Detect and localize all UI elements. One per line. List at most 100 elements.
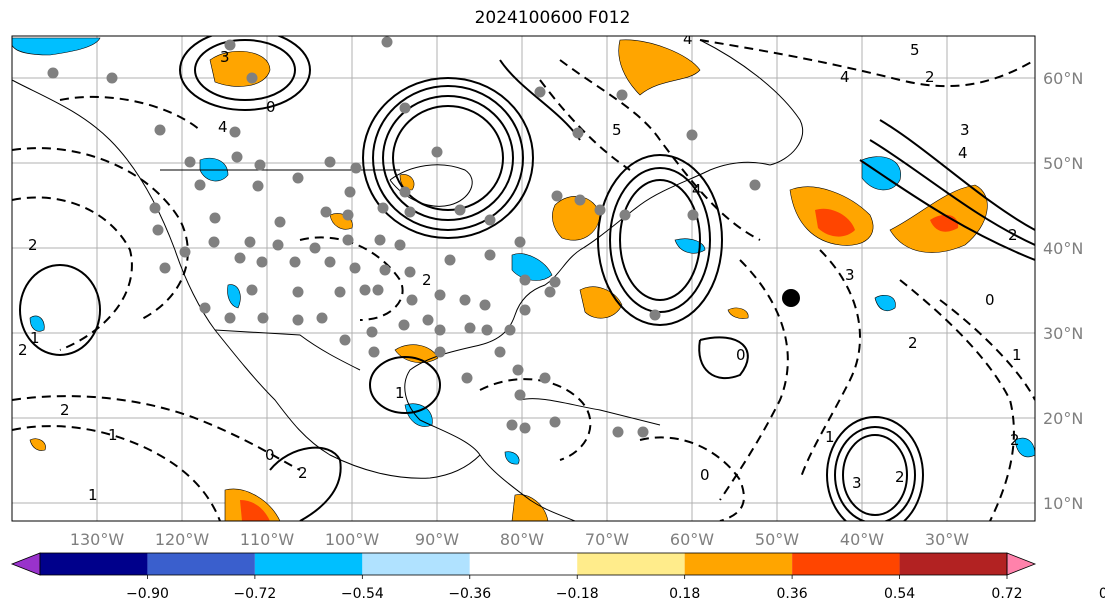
contour-label: 2 bbox=[1010, 431, 1020, 449]
station-marker bbox=[514, 389, 526, 401]
greenland-coast bbox=[699, 39, 804, 166]
shade-red-region bbox=[815, 208, 855, 237]
station-marker bbox=[272, 239, 284, 251]
contour-line bbox=[269, 446, 342, 521]
station-marker bbox=[749, 179, 761, 191]
longitude-label: 70°W bbox=[585, 530, 629, 549]
station-marker bbox=[199, 302, 211, 314]
longitude-label: 40°W bbox=[840, 530, 884, 549]
station-marker bbox=[519, 304, 531, 316]
station-marker bbox=[149, 202, 161, 214]
contours bbox=[12, 36, 1035, 521]
contour-label: 1 bbox=[30, 329, 40, 347]
contour-label: 2 bbox=[60, 401, 70, 419]
contour-line bbox=[859, 159, 1035, 261]
station-marker bbox=[399, 186, 411, 198]
station-marker bbox=[484, 214, 496, 226]
station-marker bbox=[342, 234, 354, 246]
station-marker bbox=[574, 194, 586, 206]
station-marker bbox=[549, 416, 561, 428]
longitude-label: 30°W bbox=[925, 530, 969, 549]
contour-label: 2 bbox=[895, 468, 905, 486]
contour-ring bbox=[609, 167, 711, 313]
station-marker bbox=[381, 36, 393, 48]
colorbar-extend-high bbox=[1006, 552, 1037, 576]
positive-contours bbox=[19, 36, 1035, 521]
station-marker bbox=[431, 146, 443, 158]
station-marker bbox=[519, 422, 531, 434]
contour-line bbox=[12, 196, 133, 351]
contour-label: 1 bbox=[395, 384, 405, 402]
shade-blue-region bbox=[227, 284, 241, 309]
station-marker bbox=[342, 209, 354, 221]
contour-ring bbox=[372, 85, 524, 231]
contour-ring bbox=[362, 77, 534, 239]
contour-label: 1 bbox=[1012, 346, 1022, 364]
colorbar-segment bbox=[362, 553, 470, 575]
longitude-label: 80°W bbox=[500, 530, 544, 549]
station-marker bbox=[459, 294, 471, 306]
contour-label: 0 bbox=[736, 346, 746, 364]
station-marker bbox=[344, 186, 356, 198]
station-marker bbox=[461, 372, 473, 384]
shade-blue-region bbox=[874, 295, 896, 311]
contour-label: 5 bbox=[612, 121, 622, 139]
station-marker bbox=[154, 124, 166, 136]
contour-ring bbox=[842, 434, 908, 516]
shade-orange-region bbox=[511, 494, 549, 521]
shade-orange-region bbox=[727, 307, 749, 319]
contour-line bbox=[939, 299, 1035, 401]
station-marker bbox=[292, 172, 304, 184]
shade-blue-region bbox=[29, 315, 45, 332]
contour-labels: 3 4 0 1 2 4 5 3 4 5 4 2 0 3 2 0 1 1 2 3 … bbox=[18, 36, 1022, 504]
station-marker bbox=[484, 249, 496, 261]
station-marker bbox=[184, 156, 196, 168]
contour-line bbox=[879, 119, 1035, 231]
contour-line bbox=[698, 336, 749, 380]
caribbean-islands bbox=[519, 398, 661, 426]
station-marker bbox=[292, 314, 304, 326]
station-marker bbox=[512, 364, 524, 376]
coastlines bbox=[12, 39, 804, 521]
station-marker bbox=[368, 346, 380, 358]
station-marker bbox=[404, 266, 416, 278]
station-marker bbox=[612, 426, 624, 438]
station-marker bbox=[514, 236, 526, 248]
station-marker bbox=[224, 312, 236, 324]
contour-ring bbox=[369, 356, 441, 414]
station-marker bbox=[374, 234, 386, 246]
shade-blue-region bbox=[12, 37, 101, 56]
longitude-label: 60°W bbox=[670, 530, 714, 549]
shade-orange-region bbox=[209, 50, 271, 87]
station-marker bbox=[379, 264, 391, 276]
station-marker bbox=[324, 156, 336, 168]
station-marker bbox=[320, 206, 332, 218]
longitude-labels: 130°W 120°W 110°W 100°W 90°W 80°W 70°W 60°W 50°W… bbox=[70, 530, 969, 549]
latitude-label: 60°N bbox=[1043, 69, 1083, 88]
station-marker bbox=[194, 179, 206, 191]
contour-label: 4 bbox=[218, 118, 228, 136]
contour-label: 1 bbox=[88, 486, 98, 504]
station-marker bbox=[434, 346, 446, 358]
station-marker bbox=[274, 216, 286, 228]
station-marker bbox=[339, 334, 351, 346]
contour-line bbox=[559, 59, 761, 241]
station-marker bbox=[549, 276, 561, 288]
contour-label: 1 bbox=[825, 428, 835, 446]
longitude-label: 110°W bbox=[240, 530, 295, 549]
station-marker bbox=[47, 67, 59, 79]
station-marker bbox=[350, 162, 362, 174]
contour-line bbox=[479, 378, 592, 461]
colorbar-tick-labels: −0.90 −0.72 −0.54 −0.36 −0.18 0.18 0.36 0.54 0.7… bbox=[126, 575, 1105, 602]
station-marker bbox=[372, 284, 384, 296]
colorbar-segment bbox=[792, 553, 900, 575]
contour-label: 0 bbox=[266, 98, 276, 116]
contour-line bbox=[12, 425, 221, 521]
contour-label: 2 bbox=[908, 334, 918, 352]
colorbar-extend-low bbox=[10, 552, 41, 576]
contour-label: 3 bbox=[845, 266, 855, 284]
colorbar-segment bbox=[469, 553, 578, 575]
contour-line bbox=[299, 236, 404, 321]
station-marker bbox=[394, 239, 406, 251]
contour-line bbox=[12, 395, 301, 471]
